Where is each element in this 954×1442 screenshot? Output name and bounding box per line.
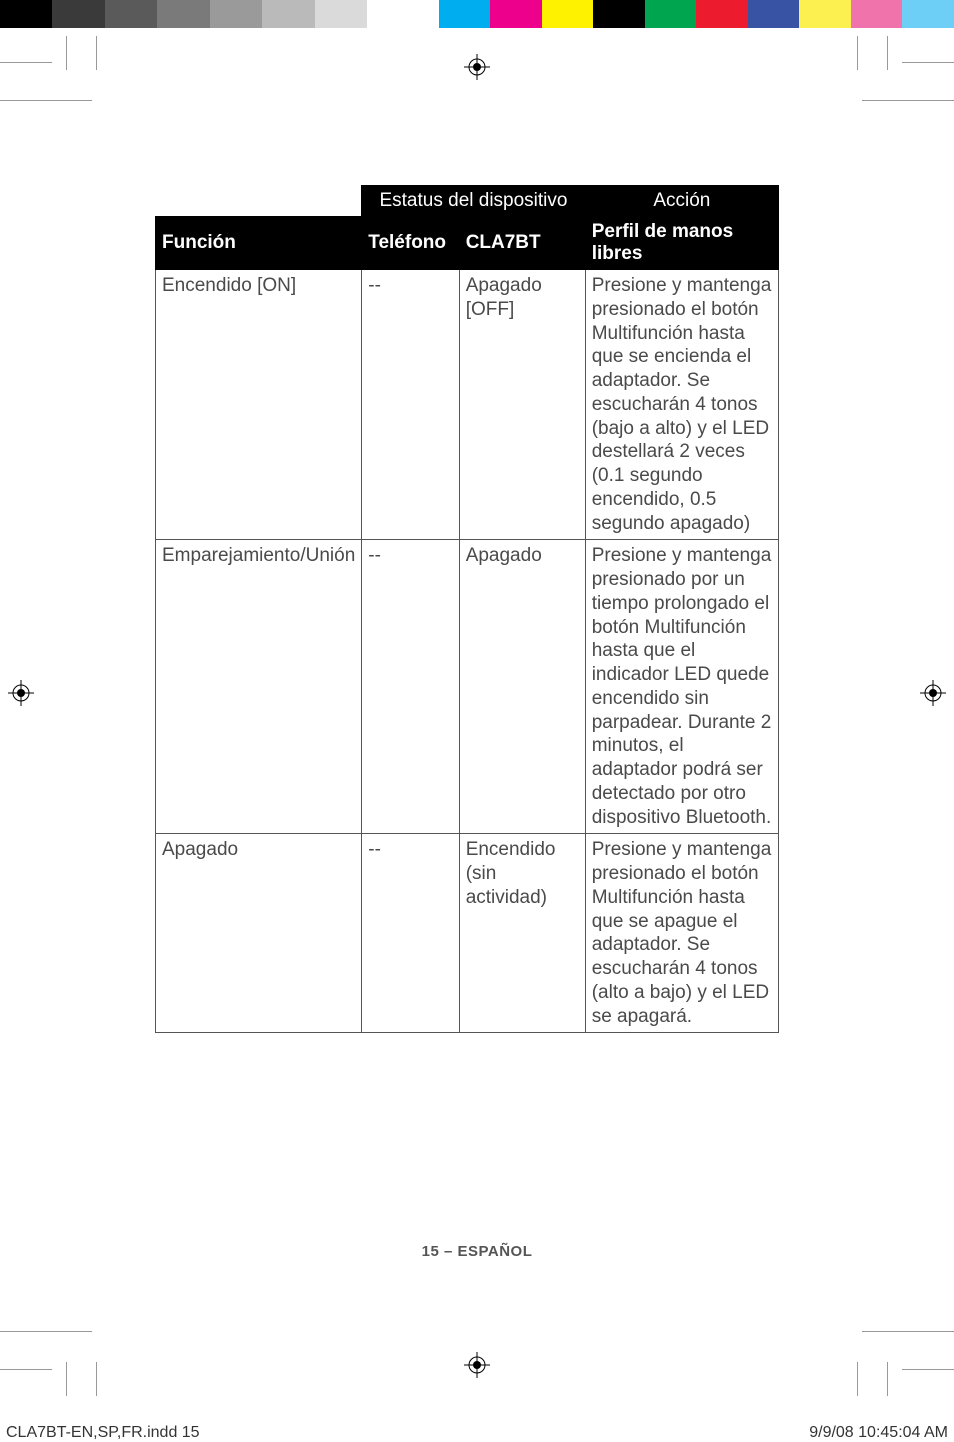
page-footer: 15 – ESPAÑOL [0,1243,954,1260]
swatch [52,0,104,28]
crop-mark [862,100,954,101]
crop-mark [96,1362,97,1396]
swatch [851,0,903,28]
crop-mark [862,1331,954,1332]
cell-funcion: Apagado [156,834,362,1033]
registration-mark-icon [920,680,946,706]
swatch [490,0,542,28]
crop-mark [96,36,97,70]
swatch [902,0,954,28]
cell-funcion: Encendido [ON] [156,270,362,540]
swatch [262,0,314,28]
crop-mark [902,1369,954,1370]
swatch [645,0,697,28]
function-table: Estatus del dispositivo Acción Función T… [155,185,779,1033]
spacer [420,0,439,28]
swatch [315,0,367,28]
crop-mark [0,62,52,63]
crop-mark [902,62,954,63]
cell-telefono: -- [362,270,459,540]
header-telefono: Teléfono [362,217,459,270]
cell-accion: Presione y mantenga presionado por un ti… [585,540,778,834]
crop-mark [0,100,92,101]
cell-funcion: Emparejamiento/Unión [156,540,362,834]
cell-telefono: -- [362,540,459,834]
cell-accion: Presione y mantenga presionado el botón … [585,270,778,540]
crop-mark [887,1362,888,1396]
crop-mark [0,1331,92,1332]
swatch [210,0,262,28]
crop-mark [887,36,888,70]
header-funcion: Función [156,217,362,270]
swatch [367,0,419,28]
table-row: Encendido [ON] -- Apagado [OFF] Presione… [156,270,779,540]
swatch [105,0,157,28]
swatch [696,0,748,28]
cell-cla7bt: Encendido (sin actividad) [459,834,585,1033]
cell-accion: Presione y mantenga presionado el botón … [585,834,778,1033]
swatch [748,0,800,28]
swatch [542,0,594,28]
color-swatches [439,0,954,28]
crop-mark [66,36,67,70]
print-datetime: 9/9/08 10:45:04 AM [809,1424,948,1442]
cell-cla7bt: Apagado [OFF] [459,270,585,540]
registration-mark-icon [8,680,34,706]
registration-mark-icon [464,1352,490,1378]
table-row: Apagado -- Encendido (sin actividad) Pre… [156,834,779,1033]
swatch [157,0,209,28]
registration-mark-icon [464,54,490,80]
table-row: Emparejamiento/Unión -- Apagado Presione… [156,540,779,834]
crop-mark [857,1362,858,1396]
swatch [593,0,645,28]
swatch [439,0,491,28]
swatch [799,0,851,28]
swatch [0,0,52,28]
cell-telefono: -- [362,834,459,1033]
color-calibration-bar-top [0,0,954,28]
grayscale-swatches [0,0,420,28]
header-action: Acción [585,186,778,217]
crop-mark [857,36,858,70]
cell-cla7bt: Apagado [459,540,585,834]
header-empty [156,186,362,217]
crop-mark [0,1369,52,1370]
print-file-name: CLA7BT-EN,SP,FR.indd 15 [6,1424,200,1442]
page-content: Estatus del dispositivo Acción Función T… [155,185,779,1033]
header-status: Estatus del dispositivo [362,186,585,217]
crop-mark [66,1362,67,1396]
header-perfil: Perfil de manos libres [585,217,778,270]
header-cla7bt: CLA7BT [459,217,585,270]
